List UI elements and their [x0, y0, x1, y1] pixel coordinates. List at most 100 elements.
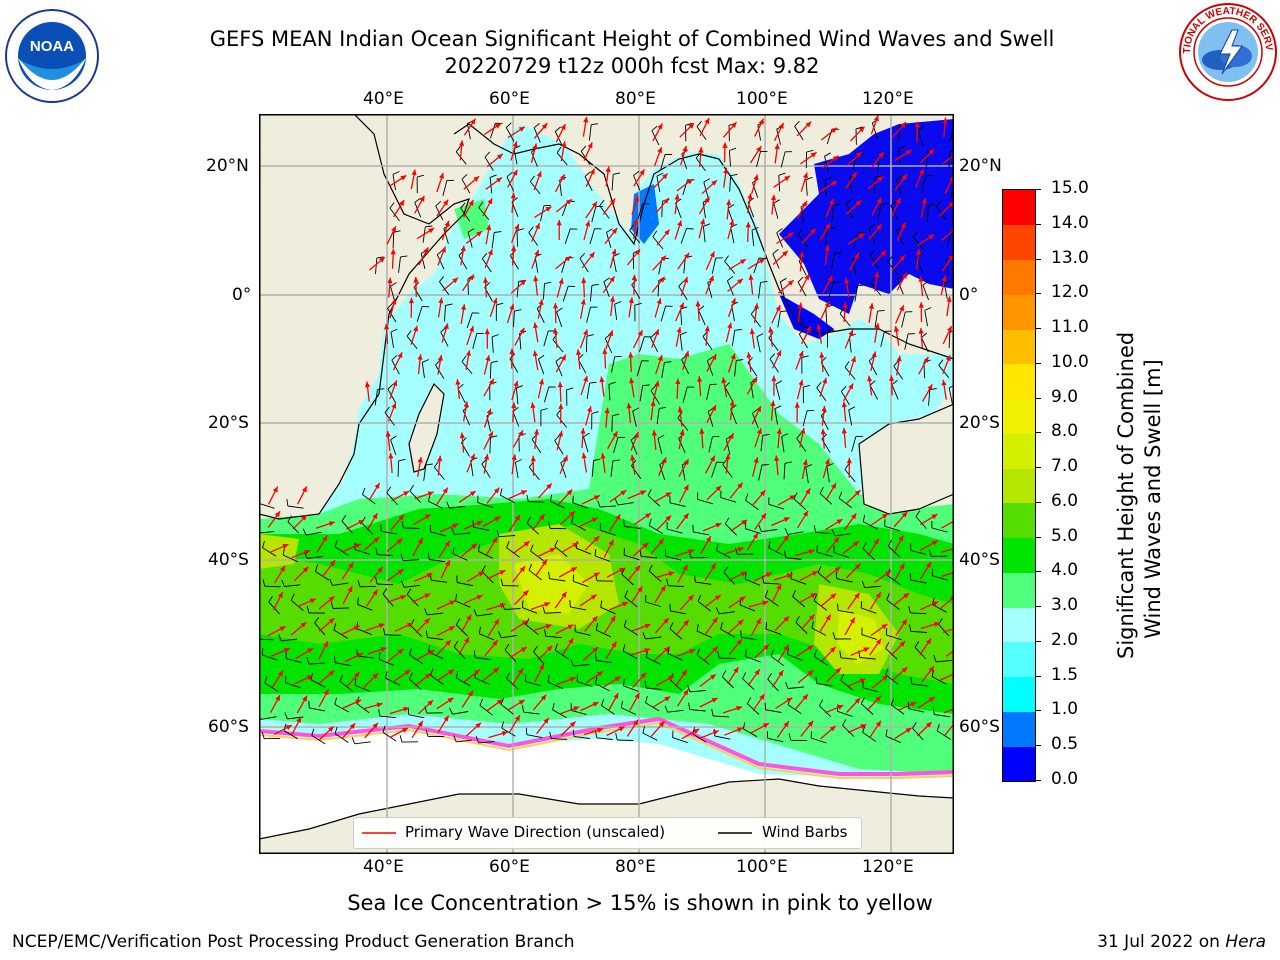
- wave-arrow-head: [355, 543, 362, 549]
- wind-barb-feather: [522, 705, 524, 713]
- wave-arrow-head: [860, 724, 867, 730]
- wind-barb-staff: [310, 679, 326, 688]
- wind-barb-feather: [334, 697, 337, 705]
- wave-arrow-head: [800, 428, 806, 434]
- wind-barb-staff: [758, 282, 761, 299]
- wind-barb-staff: [724, 523, 737, 536]
- wind-barb-staff: [757, 124, 762, 141]
- wave-arrow-head: [688, 123, 695, 129]
- wind-barb-feather: [382, 627, 386, 635]
- wind-barb-feather: [642, 384, 650, 387]
- wind-barb-staff: [334, 546, 349, 556]
- wind-barb-staff: [718, 611, 735, 615]
- wave-arrow-head: [854, 563, 861, 570]
- wind-barb-staff: [834, 533, 851, 537]
- wave-arrow-head: [778, 122, 784, 129]
- wave-arrow-head: [827, 275, 833, 282]
- wind-barb-staff: [692, 733, 707, 743]
- wave-arrow-head: [915, 249, 921, 255]
- wind-barb-feather: [473, 650, 476, 658]
- wind-barb-staff: [696, 654, 711, 666]
- wave-arrow-head: [499, 603, 506, 609]
- wave-arrow-head: [570, 567, 577, 573]
- wave-arrow-head: [754, 669, 760, 676]
- wind-barb-staff: [555, 361, 563, 377]
- wind-barb-staff: [308, 662, 326, 665]
- wind-barb-feather: [727, 276, 734, 282]
- wind-barb-staff: [670, 610, 687, 615]
- wind-barb-feather: [687, 685, 691, 692]
- wind-barb-staff: [526, 522, 539, 535]
- wind-barb-staff: [886, 634, 902, 641]
- wind-barb-staff: [698, 310, 706, 326]
- wave-arrow-head: [486, 224, 492, 231]
- wind-barb-feather: [798, 328, 805, 335]
- wave-arrow-head: [941, 379, 947, 386]
- colorbar-tick-mark: [1035, 189, 1041, 190]
- wave-arrow-head: [496, 699, 503, 705]
- wave-arrow-head: [715, 523, 722, 528]
- wave-arrow-head: [460, 304, 467, 310]
- wave-arrow-head: [611, 228, 618, 234]
- wave-arrow-head: [758, 258, 765, 264]
- wave-arrow-head: [417, 354, 423, 360]
- wind-barb-feather: [885, 729, 888, 737]
- wave-arrow-head: [280, 565, 286, 572]
- wind-barb-feather: [481, 253, 488, 259]
- wave-arrow-head: [439, 172, 444, 179]
- wind-barb-feather: [633, 170, 640, 176]
- wind-barb-staff: [697, 498, 714, 505]
- wind-barb-feather: [806, 149, 814, 153]
- wind-barb-feather: [868, 355, 875, 362]
- wind-barb-staff: [768, 547, 784, 556]
- wind-barb-feather: [780, 277, 787, 283]
- wave-arrow-head: [328, 596, 335, 602]
- wave-arrow-head: [306, 675, 313, 681]
- wind-barb-staff: [932, 575, 948, 581]
- wind-barb-staff: [637, 203, 644, 220]
- wind-barb-staff: [725, 438, 731, 455]
- wind-barb-feather: [933, 655, 937, 662]
- wind-barb-feather: [803, 384, 811, 388]
- wind-barb-staff: [309, 707, 326, 712]
- wind-barb-staff: [752, 182, 759, 198]
- wind-barb-feather: [484, 151, 491, 158]
- wind-barb-feather: [805, 463, 813, 468]
- wind-barb-staff: [556, 414, 568, 428]
- wind-barb-staff: [264, 585, 281, 588]
- wave-arrow-head: [654, 380, 660, 387]
- wave-arrow-head: [561, 141, 567, 148]
- wind-barb-staff: [728, 150, 731, 167]
- wind-barb-feather: [268, 595, 273, 603]
- wind-barb-staff: [871, 122, 878, 139]
- wind-barb-feather: [844, 361, 850, 368]
- wind-barb-staff: [377, 583, 394, 586]
- wind-barb-feather: [922, 280, 929, 286]
- wind-barb-staff: [924, 310, 928, 327]
- wind-barb-feather: [339, 674, 344, 682]
- wind-barb-staff: [472, 333, 478, 350]
- wave-arrow-head: [543, 717, 549, 724]
- wind-barb-feather: [284, 712, 288, 720]
- wave-arrow-head: [469, 491, 476, 497]
- wave-arrow-head: [519, 566, 526, 573]
- wave-arrow-head: [640, 490, 647, 496]
- wave-arrow-head: [637, 330, 643, 337]
- wind-barb-staff: [623, 626, 639, 636]
- wind-barb-staff: [934, 714, 951, 718]
- wave-arrow-head: [518, 126, 525, 132]
- wind-barb-staff: [528, 467, 540, 481]
- wave-arrow-head: [730, 298, 736, 304]
- wind-barb-staff: [750, 313, 761, 328]
- wave-arrow-head: [662, 173, 668, 180]
- wind-barb-feather: [848, 406, 856, 411]
- wave-arrow-head: [836, 519, 843, 525]
- wind-barb-staff: [554, 649, 569, 660]
- colorbar-segment: [1003, 468, 1035, 504]
- wave-arrow-head: [854, 490, 861, 496]
- wave-arrow-head: [387, 277, 393, 284]
- lat-label-right-40s: 40°S: [959, 550, 1000, 570]
- wind-barb-feather: [491, 334, 499, 338]
- wind-barb-staff: [525, 624, 539, 636]
- wind-barb-staff: [734, 360, 737, 377]
